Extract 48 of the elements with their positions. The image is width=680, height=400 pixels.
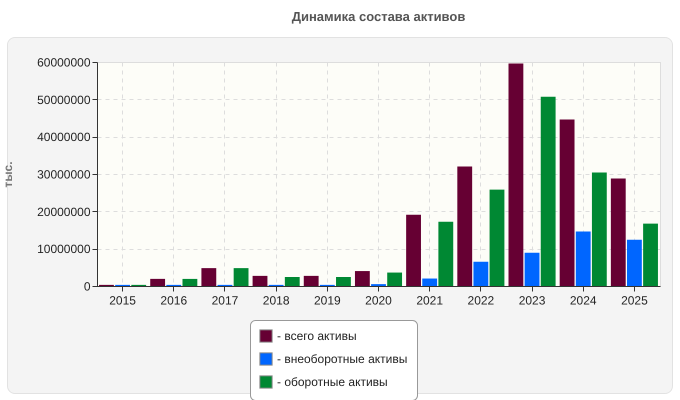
bar <box>284 277 300 286</box>
y-tick-label: 50000000 <box>37 92 91 107</box>
x-tick-label: 2020 <box>365 294 392 308</box>
bar <box>540 96 556 286</box>
bar <box>304 276 319 286</box>
bar <box>336 277 351 286</box>
y-tick-label: 20000000 <box>37 204 91 219</box>
bar <box>457 166 472 286</box>
legend-label: - внеоборотные активы <box>277 352 408 366</box>
legend-label: - оборотные активы <box>277 375 388 389</box>
bar <box>252 276 268 286</box>
bar <box>610 178 626 286</box>
bar <box>592 172 607 286</box>
x-tick-label: 2021 <box>416 294 444 308</box>
bar <box>234 268 248 286</box>
bar <box>473 262 488 286</box>
y-tick-label: 60000000 <box>37 56 91 70</box>
x-tick-label: 2016 <box>160 294 188 308</box>
y-tick-label: 0 <box>84 280 91 294</box>
chart-title: Динамика состава активов <box>292 9 466 24</box>
x-tick-label: 2018 <box>262 294 290 308</box>
x-tick-label: 2025 <box>621 294 648 308</box>
x-tick-label: 2022 <box>468 294 495 308</box>
bar <box>576 231 591 286</box>
bar <box>150 278 166 286</box>
y-tick-label: 30000000 <box>37 168 91 182</box>
x-tick-label: 2024 <box>570 294 597 308</box>
bar <box>406 214 421 286</box>
x-tick-label: 2015 <box>109 294 136 308</box>
x-tick-label: 2019 <box>314 294 341 308</box>
bar <box>387 272 402 286</box>
bar <box>354 271 370 286</box>
bar <box>508 63 524 286</box>
bar <box>422 278 438 286</box>
x-tick-label: 2017 <box>212 294 239 308</box>
y-axis-title: тыс. <box>1 161 16 188</box>
bar <box>560 119 575 286</box>
x-tick-label: 2023 <box>518 294 546 308</box>
legend-label: - всего активы <box>277 329 357 343</box>
bar <box>182 278 198 286</box>
bar <box>643 224 658 286</box>
bar <box>201 268 216 286</box>
bar <box>524 252 540 286</box>
bar <box>626 240 642 286</box>
y-tick-label: 10000000 <box>37 242 91 256</box>
y-tick-label: 40000000 <box>37 130 91 144</box>
bar <box>438 222 454 286</box>
bar <box>490 190 504 286</box>
